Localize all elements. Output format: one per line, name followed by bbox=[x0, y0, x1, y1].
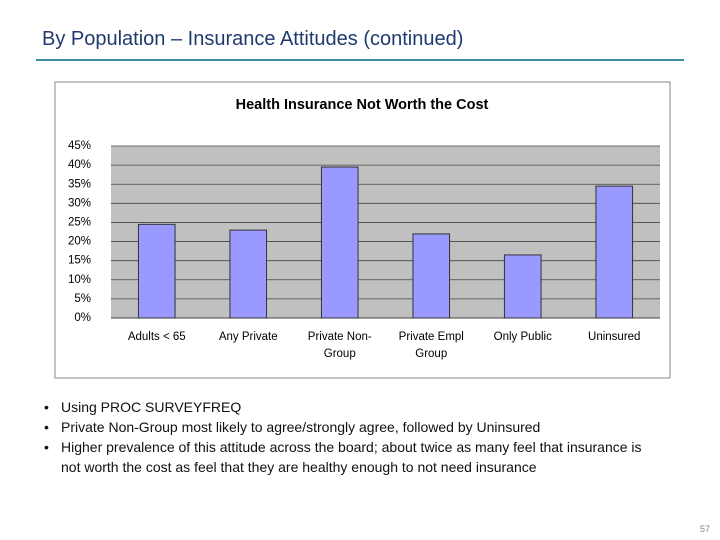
x-tick-label: Uninsured bbox=[588, 331, 641, 343]
slide-title: By Population – Insurance Attitudes (con… bbox=[42, 28, 464, 50]
y-tick-label: 25% bbox=[68, 216, 91, 228]
page-number: 57 bbox=[700, 524, 711, 534]
y-tick-label: 35% bbox=[68, 178, 91, 190]
y-tick-label: 15% bbox=[68, 255, 91, 267]
x-tick-label: Private Non-Group bbox=[307, 331, 372, 360]
bar bbox=[137, 223, 176, 319]
x-tick-label: Adults < 65 bbox=[127, 331, 186, 343]
y-tick-label: 10% bbox=[68, 274, 91, 286]
x-tick-label: Only Public bbox=[493, 331, 552, 343]
bar bbox=[320, 166, 359, 319]
y-tick-label: 40% bbox=[68, 159, 91, 171]
bullet: Higher prevalence of this attitude acros… bbox=[44, 437, 644, 477]
bar bbox=[595, 185, 634, 319]
y-tick-label: 45% bbox=[68, 140, 91, 152]
y-tick-label: 0% bbox=[74, 312, 91, 324]
bullet-list: Using PROC SURVEYFREQPrivate Non-Group m… bbox=[44, 397, 644, 477]
plot-area bbox=[111, 146, 660, 318]
y-tick-label: 20% bbox=[68, 236, 91, 248]
bar bbox=[229, 229, 268, 319]
bullet: Private Non-Group most likely to agree/s… bbox=[44, 417, 644, 437]
title-rule bbox=[36, 59, 684, 61]
x-tick-label: Any Private bbox=[218, 331, 278, 343]
y-tick-label: 5% bbox=[74, 293, 91, 305]
x-tick-label: Private Empl Group bbox=[398, 331, 464, 360]
chart-title: Health Insurance Not Worth the Cost bbox=[236, 97, 489, 113]
bar bbox=[503, 254, 542, 319]
bar bbox=[412, 233, 451, 319]
y-tick-label: 30% bbox=[68, 197, 91, 209]
bullet: Using PROC SURVEYFREQ bbox=[44, 397, 644, 417]
